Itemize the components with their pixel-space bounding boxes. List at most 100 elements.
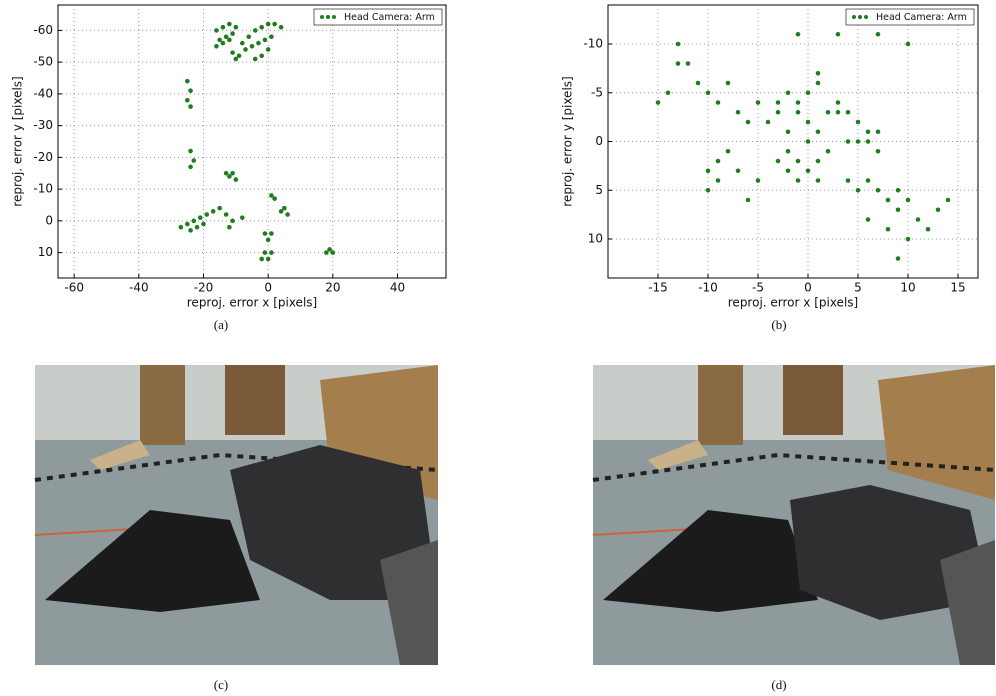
- point: [775, 100, 781, 105]
- point: [775, 158, 781, 164]
- point: [815, 178, 821, 183]
- point: [233, 24, 239, 30]
- x-axis-label: reproj. error x [pixels]: [728, 296, 858, 310]
- point: [252, 56, 258, 62]
- point: [705, 90, 711, 96]
- point: [227, 224, 232, 230]
- point: [865, 129, 871, 135]
- point: [675, 41, 681, 47]
- point: [795, 100, 801, 105]
- point: [905, 41, 911, 47]
- point: [233, 56, 239, 62]
- point: [220, 24, 226, 30]
- point: [895, 256, 901, 261]
- legend-label: Head Camera: Arm: [344, 12, 435, 23]
- point: [865, 139, 871, 144]
- point: [269, 250, 274, 255]
- point: [815, 129, 821, 135]
- point: [269, 34, 274, 40]
- point: [785, 168, 791, 174]
- point: [259, 256, 265, 262]
- y-tick-label: -10: [33, 182, 53, 196]
- point: [282, 205, 287, 211]
- x-tick-label: -40: [129, 281, 149, 295]
- y-axis-label: reproj. error y [pixels]: [561, 76, 575, 206]
- point: [795, 31, 801, 37]
- point: [330, 250, 336, 255]
- point: [805, 90, 811, 96]
- point: [243, 47, 248, 52]
- point: [805, 139, 811, 144]
- point: [805, 168, 811, 174]
- point: [214, 43, 219, 49]
- point: [327, 247, 332, 252]
- point: [265, 47, 271, 52]
- point: [905, 197, 911, 203]
- point: [745, 119, 751, 125]
- y-tick-label: -10: [583, 37, 603, 51]
- point: [259, 24, 265, 30]
- point: [895, 207, 901, 213]
- y-tick-label: 10: [38, 245, 53, 259]
- point: [252, 28, 258, 33]
- point: [230, 170, 235, 176]
- caption: (b): [771, 317, 786, 332]
- point: [855, 119, 861, 125]
- point: [262, 250, 268, 255]
- point: [845, 139, 851, 144]
- point: [188, 164, 193, 170]
- point: [925, 226, 931, 232]
- caption: (a): [214, 317, 228, 332]
- point: [695, 80, 701, 86]
- point: [185, 221, 190, 227]
- x-tick-label: 15: [950, 281, 965, 295]
- x-tick-label: 40: [390, 281, 405, 295]
- x-tick-label: 10: [900, 281, 915, 295]
- point: [178, 224, 184, 230]
- legend-marker: [852, 15, 856, 19]
- caption: (d): [771, 677, 786, 692]
- point: [188, 88, 193, 94]
- point: [905, 236, 911, 242]
- point: [227, 37, 232, 43]
- point: [765, 119, 771, 125]
- point: [875, 31, 881, 37]
- point: [855, 187, 861, 193]
- point: [272, 21, 277, 27]
- point: [223, 34, 229, 40]
- point: [815, 80, 821, 86]
- legend-marker: [858, 15, 862, 19]
- y-tick-label: -60: [33, 23, 53, 37]
- point: [223, 170, 229, 176]
- y-tick-label: 10: [588, 232, 603, 246]
- point: [945, 197, 951, 203]
- y-tick-label: -30: [33, 118, 53, 132]
- caption: (c): [214, 677, 228, 692]
- point: [845, 109, 851, 115]
- point: [217, 37, 222, 43]
- point: [775, 109, 781, 115]
- point: [665, 90, 671, 96]
- x-tick-label: -10: [698, 281, 718, 295]
- point: [210, 209, 216, 214]
- point: [715, 100, 721, 105]
- point: [865, 217, 871, 222]
- point: [825, 109, 831, 115]
- point: [233, 177, 239, 182]
- point: [725, 80, 731, 86]
- point: [885, 197, 891, 203]
- point: [795, 158, 801, 164]
- point: [188, 104, 193, 109]
- point: [815, 70, 821, 76]
- point: [197, 215, 203, 220]
- legend-marker: [332, 15, 336, 19]
- point: [214, 28, 219, 33]
- point: [825, 148, 831, 154]
- point: [265, 21, 271, 27]
- point: [240, 215, 245, 220]
- point: [188, 228, 193, 233]
- point: [895, 187, 901, 193]
- point: [835, 31, 841, 37]
- point: [185, 97, 190, 103]
